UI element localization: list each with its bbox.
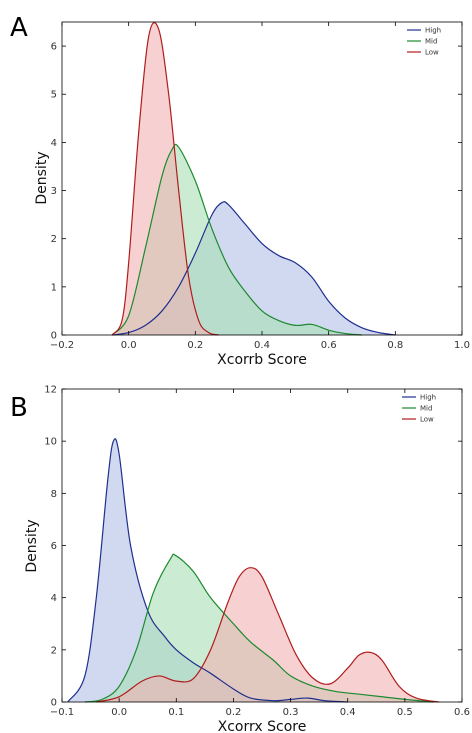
panel-b-x-tick-label: 0.6: [454, 707, 470, 718]
panel-b-area-mid: [84, 554, 434, 702]
panel-a-y-tick-label: 6: [51, 42, 57, 53]
panel-b-x-ticks: −0.1 0.0 0.1 0.2 0.3 0.4 0.5 0.6: [50, 389, 470, 718]
panel-a-y-tick-label: 3: [51, 186, 57, 197]
panel-a-area-low: [112, 22, 219, 335]
panel-a-x-tick-label: 1.0: [454, 340, 470, 351]
panel-b-area-high: [67, 438, 348, 702]
panel-b-legend: High Mid Low: [402, 394, 436, 424]
panel-a-line-mid: [111, 143, 363, 336]
panel-b-letter: B: [10, 393, 28, 423]
panel-b-y-tick-label: 0: [51, 698, 57, 709]
panel-b-y-tick-label: 12: [44, 385, 57, 396]
panel-b-x-tick-label: 0.3: [283, 707, 299, 718]
panel-b-x-tick-label: 0.0: [111, 707, 127, 718]
panel-b-y-tick-label: 6: [51, 541, 57, 552]
panel-a-line-high: [111, 201, 396, 336]
panel-b-fills: [67, 438, 440, 702]
panel-a-line-low: [111, 22, 219, 336]
panel-a-y-ticks: 0 1 2 3 4 5 6: [51, 42, 462, 342]
panel-b-y-axis-label: Density: [24, 519, 40, 572]
panel-b-y-ticks: 0 2 4 6 8 10 12: [44, 385, 462, 709]
panel-a-x-tick-label: 0.0: [121, 340, 137, 351]
panel-a-y-tick-label: 2: [51, 234, 57, 245]
panel-b: B −0.1 0.0 0.1 0.2 0.3 0.4 0.5 0.6 0 2 4 6 8 10 12 Xc…: [10, 385, 470, 733]
panel-a-y-tick-label: 0: [51, 331, 57, 342]
panel-b-y-tick-label: 10: [44, 437, 57, 448]
panel-b-x-tick-label: 0.2: [225, 707, 241, 718]
panel-a-x-ticks: −0.2 0.0 0.2 0.4 0.6 0.8 1.0: [50, 22, 470, 351]
panel-a-lines: [111, 22, 396, 336]
panel-a-legend-label-mid: Mid: [425, 38, 437, 46]
panel-a-y-axis-label: Density: [34, 151, 50, 204]
panel-a-letter: A: [10, 13, 28, 43]
panel-b-line-low: [96, 567, 440, 703]
panel-a-x-tick-label: −0.2: [50, 340, 74, 351]
panel-a-y-tick-label: 4: [51, 138, 57, 149]
panel-a-x-tick-label: 0.2: [187, 340, 203, 351]
panel-a-legend-label-high: High: [425, 27, 441, 35]
panel-b-legend-label-mid: Mid: [420, 405, 432, 413]
panel-a-legend: High Mid Low: [407, 27, 441, 57]
panel-b-x-tick-label: 0.5: [397, 707, 413, 718]
panel-a-x-tick-label: 0.6: [321, 340, 337, 351]
panel-a-y-tick-label: 1: [51, 282, 57, 293]
panel-a-legend-label-low: Low: [425, 49, 439, 57]
panel-b-y-tick-label: 4: [51, 593, 57, 604]
panel-a-y-tick-label: 5: [51, 90, 57, 101]
panel-a-x-tick-label: 0.8: [387, 340, 403, 351]
panel-b-x-tick-label: −0.1: [50, 707, 74, 718]
panel-b-y-tick-label: 2: [51, 645, 57, 656]
panel-b-x-tick-label: 0.4: [340, 707, 356, 718]
panel-b-legend-label-high: High: [420, 394, 436, 402]
panel-a-x-tick-label: 0.4: [254, 340, 270, 351]
panel-a-x-axis-label: Xcorrb Score: [217, 352, 307, 368]
panel-b-x-tick-label: 0.1: [168, 707, 184, 718]
panel-b-area-low: [96, 567, 440, 702]
panel-a-fills: [112, 22, 396, 335]
panel-b-x-axis-label: Xcorrx Score: [218, 719, 307, 733]
panel-b-legend-label-low: Low: [420, 416, 434, 424]
panel-a: A −0.2 0.0 0.2 0.4 0.6 0.8 1.0 0 1 2 3 4 5 6 Xcorrb …: [10, 13, 470, 368]
panel-b-line-mid: [84, 553, 434, 703]
panel-b-y-tick-label: 8: [51, 489, 57, 500]
